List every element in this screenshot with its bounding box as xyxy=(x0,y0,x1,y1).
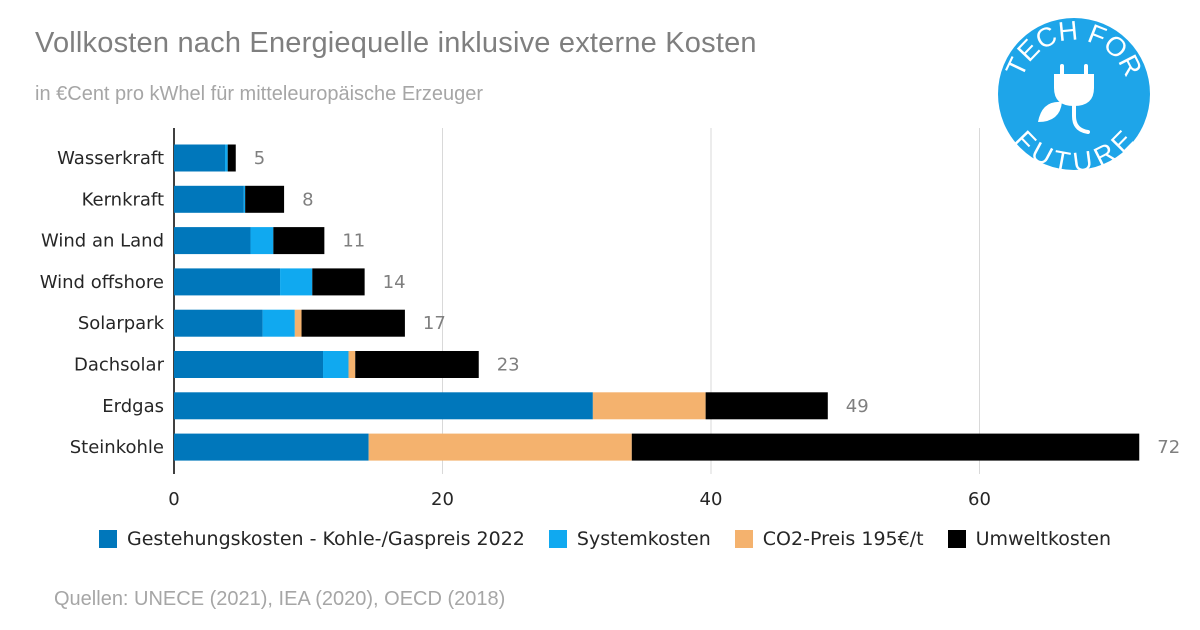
legend-item: CO2-Preis 195€/t xyxy=(734,528,924,550)
bar-segment xyxy=(323,351,349,378)
bar-segment xyxy=(243,185,246,213)
bar-segment xyxy=(262,309,295,337)
bar-segment xyxy=(174,227,251,255)
bar-segment xyxy=(174,144,226,172)
bar-segment xyxy=(174,433,369,461)
chart-legend: Gestehungskosten - Kohle-/Gaspreis 2022 S… xyxy=(99,528,1135,550)
category-label: Wind an Land xyxy=(41,231,164,252)
legend-item: Gestehungskosten - Kohle-/Gaspreis 2022 xyxy=(99,528,525,550)
category-label: Erdgas xyxy=(102,396,164,417)
category-label: Wasserkraft xyxy=(57,148,164,169)
bar-segment xyxy=(294,309,302,337)
legend-label: Systemkosten xyxy=(576,528,711,550)
bar-segment xyxy=(250,227,274,255)
total-label: 17 xyxy=(423,313,446,334)
x-tick-label: 0 xyxy=(168,489,179,510)
plug-leaf-icon xyxy=(1038,64,1094,134)
bar-segment xyxy=(174,185,244,213)
chart-subtitle: in €Cent pro kWhel für mitteleuropäische… xyxy=(35,83,483,105)
legend-swatch xyxy=(734,530,753,548)
bar-segment xyxy=(225,144,228,172)
chart-title: Vollkosten nach Energiequelle inklusive … xyxy=(35,27,757,59)
bar-segment xyxy=(592,392,706,420)
bar-segment xyxy=(301,309,405,337)
category-label: Steinkohle xyxy=(70,437,164,458)
total-label: 5 xyxy=(254,148,265,169)
source-note: Quellen: UNECE (2021), IEA (2020), OECD … xyxy=(54,588,506,610)
legend-swatch xyxy=(548,530,567,548)
bar-segment xyxy=(355,351,479,378)
legend-swatch xyxy=(947,530,966,548)
bar-segment xyxy=(174,351,324,378)
total-label: 72 xyxy=(1157,437,1180,458)
bar-segment xyxy=(174,392,593,420)
bar-segment xyxy=(174,309,263,337)
bar-segment xyxy=(245,185,285,213)
legend-swatch xyxy=(99,530,117,548)
x-tick-label: 60 xyxy=(968,489,991,510)
legend-label: CO2-Preis 195€/t xyxy=(762,528,924,550)
bar-segment xyxy=(227,144,236,172)
legend-item: Systemkosten xyxy=(548,528,711,550)
legend-label: Gestehungskosten - Kohle-/Gaspreis 2022 xyxy=(127,528,525,550)
legend-item: Umweltkosten xyxy=(947,528,1111,550)
bar-segment xyxy=(174,268,281,296)
x-tick-label: 20 xyxy=(431,489,454,510)
total-label: 14 xyxy=(383,272,406,293)
category-label: Kernkraft xyxy=(82,189,164,210)
total-label: 23 xyxy=(497,355,520,376)
bar-segment xyxy=(705,392,828,420)
bar-segment xyxy=(631,433,1140,461)
tech-for-future-logo: TECH FOR FUTURE xyxy=(998,18,1150,170)
category-label: Wind offshore xyxy=(40,272,164,293)
bar-segment xyxy=(280,268,313,296)
bar-segment xyxy=(312,268,365,296)
total-label: 8 xyxy=(302,189,313,210)
total-label: 49 xyxy=(846,396,869,417)
category-label: Solarpark xyxy=(78,313,165,334)
bar-segment xyxy=(368,433,632,461)
bar-segment xyxy=(348,351,356,378)
total-label: 11 xyxy=(342,231,365,252)
bar-segment xyxy=(273,227,325,255)
legend-label: Umweltkosten xyxy=(975,528,1111,550)
category-label: Dachsolar xyxy=(74,355,165,376)
x-tick-label: 40 xyxy=(700,489,723,510)
